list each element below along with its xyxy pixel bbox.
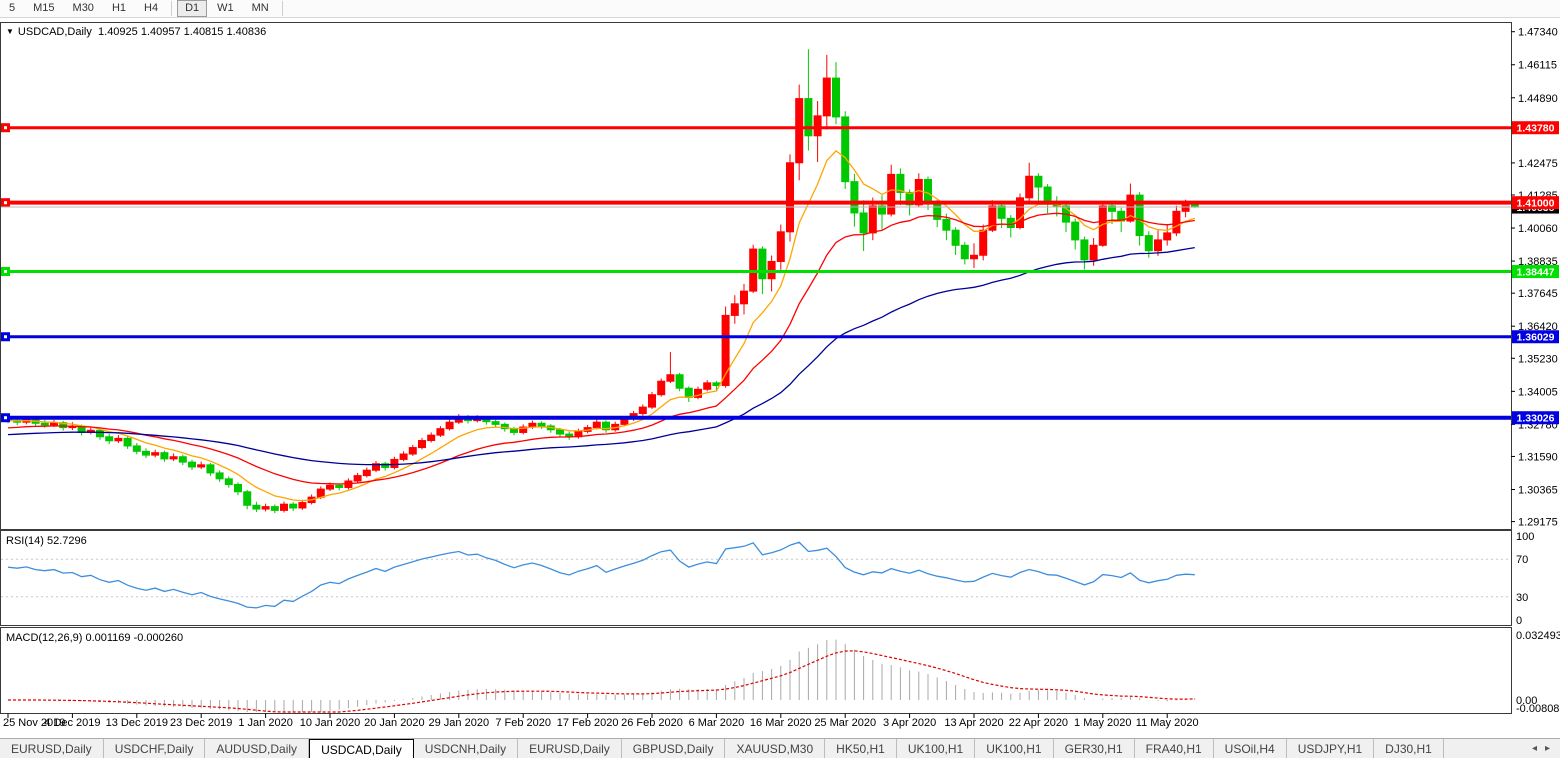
svg-text:6 Mar 2020: 6 Mar 2020 [689,717,745,729]
chart-tab-hk50-h1[interactable]: HK50,H1 [825,739,897,758]
chart-symbol-label: USDCAD,Daily [17,26,92,38]
svg-text:1.44890: 1.44890 [1518,93,1558,105]
svg-text:1.37645: 1.37645 [1518,288,1558,300]
rsi-pane [1,541,1511,609]
svg-text:1.47340: 1.47340 [1518,27,1558,39]
timeframe-button-h1[interactable]: H1 [111,2,126,14]
chart-tabbar: EURUSD,Daily USDCHF,Daily AUDUSD,Daily USDC… [0,738,1560,758]
macd-pane [8,639,1196,713]
chart-tab-fra40-h1[interactable]: FRA40,H1 [1135,739,1214,758]
tabs-scroll-right-icon[interactable]: ▸ [1544,743,1550,754]
svg-text:1.29175: 1.29175 [1518,517,1558,529]
svg-text:1.34005: 1.34005 [1518,386,1558,398]
chart-tab-gbpusd-daily[interactable]: GBPUSD,Daily [622,739,726,758]
moving-averages-layer [7,150,1196,502]
tab-scroll-controls: ◂ ▸ [1522,739,1560,758]
svg-text:13 Apr 2020: 13 Apr 2020 [944,717,1003,729]
chart-ohlc-values: 1.40925 1.40957 1.40815 1.40836 [98,26,267,38]
chart-tab-usdchf-daily[interactable]: USDCHF,Daily [104,739,206,758]
horizontal-levels-layer[interactable] [1,123,1511,423]
candles-layer[interactable] [4,49,1199,514]
timeframe-button-5[interactable]: 5 [9,2,16,14]
svg-text:22 Apr 2020: 22 Apr 2020 [1009,717,1068,729]
svg-text:-0.008086: -0.008086 [1516,703,1560,715]
chart-tab-audusd-daily[interactable]: AUDUSD,Daily [205,739,310,758]
timeframe-button-d1[interactable]: D1 [177,0,208,17]
chart-tab-usoil-h4[interactable]: USOil,H4 [1214,739,1287,758]
svg-text:1.33026: 1.33026 [1517,413,1555,425]
timeframe-button-m30[interactable]: M30 [72,2,94,14]
chart-tab-usdcad-daily[interactable]: USDCAD,Daily [309,739,414,758]
chart-tab-eurusd-daily[interactable]: EURUSD,Daily [518,739,622,758]
rsi-indicator-label: RSI(14) 52.7296 [6,535,87,547]
svg-text:0: 0 [1516,615,1522,627]
timeframe-button-w1[interactable]: W1 [217,2,234,14]
svg-text:1.46115: 1.46115 [1518,60,1557,72]
chart-tab-ger30-h1[interactable]: GER30,H1 [1054,739,1135,758]
chart-tab-uk100-h1[interactable]: UK100,H1 [975,739,1054,758]
svg-text:3 Apr 2020: 3 Apr 2020 [883,717,936,729]
chart-tab-xauusd-m30[interactable]: XAUUSD,M30 [725,739,826,758]
svg-text:11 May 2020: 11 May 2020 [1136,717,1199,729]
chart-tab-dj30-h1[interactable]: DJ30,H1 [1374,739,1444,758]
svg-text:4 Dec 2019: 4 Dec 2019 [44,717,100,729]
price-badges: 1.408381.437801.410001.384471.360291.330… [1512,121,1559,425]
chart-tab-uk100-h1[interactable]: UK100,H1 [897,739,976,758]
svg-text:1.41000: 1.41000 [1517,197,1555,209]
svg-text:17 Feb 2020: 17 Feb 2020 [557,717,619,729]
svg-text:0.032493: 0.032493 [1516,630,1560,642]
timeframe-button-h4[interactable]: H4 [144,2,159,14]
chart-tab-usdcnh-daily[interactable]: USDCNH,Daily [414,739,519,758]
svg-text:10 Jan 2020: 10 Jan 2020 [300,717,361,729]
svg-text:1.35230: 1.35230 [1518,353,1558,365]
svg-text:25 Mar 2020: 25 Mar 2020 [814,717,876,729]
chart-title: ▼ USDCAD,Daily 1.40925 1.40957 1.40815 1.… [6,26,266,38]
timeframe-toolbar: 5 M15 M30 H1 H4 D1 W1 MN [0,0,1560,18]
svg-text:13 Dec 2019: 13 Dec 2019 [106,717,168,729]
svg-text:20 Jan 2020: 20 Jan 2020 [364,717,425,729]
svg-text:16 Mar 2020: 16 Mar 2020 [750,717,812,729]
svg-text:100: 100 [1516,531,1534,543]
chart-tab-eurusd-daily[interactable]: EURUSD,Daily [0,739,104,758]
svg-text:1.38447: 1.38447 [1517,266,1555,278]
toolbar-separator [171,1,173,16]
chart-dropdown-icon[interactable]: ▼ [6,27,14,36]
chart-tab-usdjpy-h1[interactable]: USDJPY,H1 [1287,739,1375,758]
svg-text:1.36029: 1.36029 [1517,332,1555,344]
svg-text:1.30365: 1.30365 [1518,484,1558,496]
svg-text:25 Nov 2019: 25 Nov 2019 [3,717,65,729]
svg-text:1 Jan 2020: 1 Jan 2020 [238,717,292,729]
timeframe-button-mn[interactable]: MN [251,2,269,14]
svg-text:26 Feb 2020: 26 Feb 2020 [621,717,683,729]
svg-text:0.00: 0.00 [1516,695,1537,707]
svg-text:70: 70 [1516,554,1528,566]
toolbar-separator [281,1,283,16]
svg-text:23 Dec 2019: 23 Dec 2019 [170,717,232,729]
svg-text:1 May 2020: 1 May 2020 [1074,717,1131,729]
svg-text:30: 30 [1516,592,1528,604]
svg-text:1.40060: 1.40060 [1518,223,1558,235]
svg-text:7 Feb 2020: 7 Feb 2020 [495,717,551,729]
svg-text:1.31590: 1.31590 [1518,451,1558,463]
timeframe-button-m15[interactable]: M15 [33,2,55,14]
svg-text:1.36420: 1.36420 [1518,321,1558,333]
tabs-scroll-left-icon[interactable]: ◂ [1531,743,1537,754]
svg-text:29 Jan 2020: 29 Jan 2020 [429,717,490,729]
svg-text:1.42475: 1.42475 [1518,158,1558,170]
macd-indicator-label: MACD(12,26,9) 0.001169 -0.000260 [6,632,184,644]
svg-text:1.43780: 1.43780 [1517,123,1555,135]
